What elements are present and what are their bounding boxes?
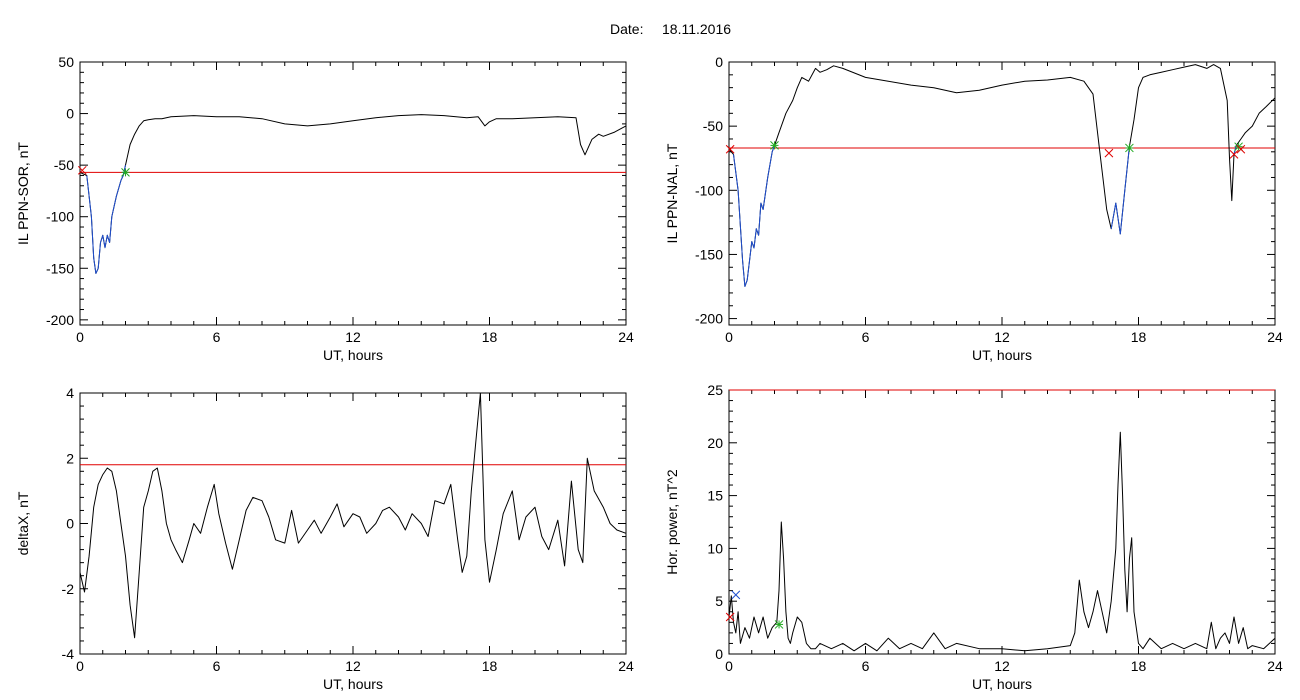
panel-3: 0 6 12 18 24 4 2 0 -2 -4 UT, hours deltaX, nT — [15, 385, 634, 692]
y-tick-label: 15 — [707, 488, 723, 504]
x-axis-label: UT, hours — [323, 676, 383, 692]
y-tick-label: -150 — [46, 260, 74, 276]
y-tick-label: -4 — [62, 646, 75, 662]
y-tick-label: 0 — [715, 54, 723, 70]
series-line — [728, 64, 1276, 287]
x-tick-label: 0 — [725, 658, 733, 674]
marker-stroke — [725, 612, 735, 622]
marker-stroke — [1236, 144, 1246, 154]
x-tick-label: 6 — [862, 329, 870, 345]
onset-marker — [725, 144, 735, 154]
panel-1: 0 6 12 18 24 50 0 -50 -100 -150 -200 UT, hours IL PP… — [15, 54, 634, 363]
y-axis-label: IL PPN-NAL, nT — [664, 143, 680, 243]
blue-marker — [731, 590, 741, 600]
y-tick-label: 4 — [66, 385, 74, 401]
y-tick-label: -50 — [54, 157, 74, 173]
y-axis-label: deltaX, nT — [15, 491, 31, 555]
x-tick-label: 24 — [618, 329, 634, 345]
series-line — [79, 392, 627, 639]
x-axis-label: UT, hours — [972, 676, 1032, 692]
plot-frame — [79, 392, 627, 655]
x-tick-label: 18 — [1131, 658, 1147, 674]
y-tick-label: 50 — [58, 54, 74, 70]
y-tick-label: -2 — [62, 581, 75, 597]
y-tick-label: -200 — [46, 312, 74, 328]
end-marker — [770, 141, 779, 150]
plot-frame — [728, 389, 1276, 655]
x-tick-label: 6 — [862, 658, 870, 674]
x-tick-label: 0 — [76, 658, 84, 674]
y-tick-label: 10 — [707, 540, 723, 556]
x-tick-label: 24 — [1267, 329, 1283, 345]
marker-stroke — [1229, 150, 1239, 159]
y-tick-label: 0 — [715, 646, 723, 662]
x-axis-label: UT, hours — [323, 347, 383, 363]
x-tick-label: 0 — [76, 329, 84, 345]
x-tick-label: 12 — [345, 329, 361, 345]
y-tick-label: -100 — [46, 209, 74, 225]
onset-marker — [1104, 148, 1114, 158]
y-tick-label: -50 — [703, 118, 723, 134]
end-marker — [121, 168, 130, 177]
series-line — [79, 114, 627, 274]
y-tick-label: 0 — [66, 516, 74, 532]
end-marker — [1125, 143, 1134, 153]
x-tick-label: 18 — [1131, 329, 1147, 345]
y-tick-label: 2 — [66, 450, 74, 466]
y-tick-label: 20 — [707, 435, 723, 451]
marker-stroke — [731, 590, 741, 600]
series-line — [728, 431, 1276, 652]
x-tick-label: 6 — [213, 329, 221, 345]
plot-frame — [79, 61, 627, 326]
onset-marker — [1229, 150, 1239, 159]
substorm-segment — [1110, 146, 1130, 235]
y-tick-label: 0 — [66, 106, 74, 122]
plot-frame — [728, 61, 1276, 326]
x-tick-label: 12 — [345, 658, 361, 674]
x-tick-label: 6 — [213, 658, 221, 674]
substorm-segment — [86, 164, 126, 274]
y-tick-label: 5 — [715, 593, 723, 609]
y-tick-label: -200 — [695, 311, 723, 327]
y-tick-label: -100 — [695, 182, 723, 198]
y-tick-label: 25 — [707, 382, 723, 398]
onset-marker — [77, 165, 87, 175]
end-marker — [774, 620, 784, 629]
x-tick-label: 18 — [482, 658, 498, 674]
marker-stroke — [77, 165, 87, 175]
onset-marker — [725, 612, 735, 622]
x-tick-label: 24 — [1267, 658, 1283, 674]
marker-stroke — [725, 144, 735, 154]
panel-4: 0 6 12 18 24 25 20 15 10 5 0 UT, hours Hor. power, n… — [664, 382, 1283, 692]
date-value: 18.11.2016 — [662, 21, 731, 37]
x-axis-label: UT, hours — [972, 347, 1032, 363]
x-tick-label: 24 — [618, 658, 634, 674]
y-tick-label: -150 — [695, 246, 723, 262]
x-tick-label: 12 — [994, 329, 1010, 345]
y-axis-label: IL PPN-SOR, nT — [15, 142, 31, 245]
x-tick-label: 12 — [994, 658, 1010, 674]
x-tick-label: 18 — [482, 329, 498, 345]
substorm-segment — [733, 145, 775, 287]
marker-stroke — [1104, 148, 1114, 158]
y-axis-label: Hor. power, nT^2 — [664, 469, 680, 575]
panel-2: 0 6 12 18 24 0 -50 -100 -150 -200 UT, hours IL PPN-… — [664, 54, 1283, 363]
date-label: Date: — [610, 21, 643, 37]
onset-marker — [1236, 144, 1246, 154]
x-tick-label: 0 — [725, 329, 733, 345]
